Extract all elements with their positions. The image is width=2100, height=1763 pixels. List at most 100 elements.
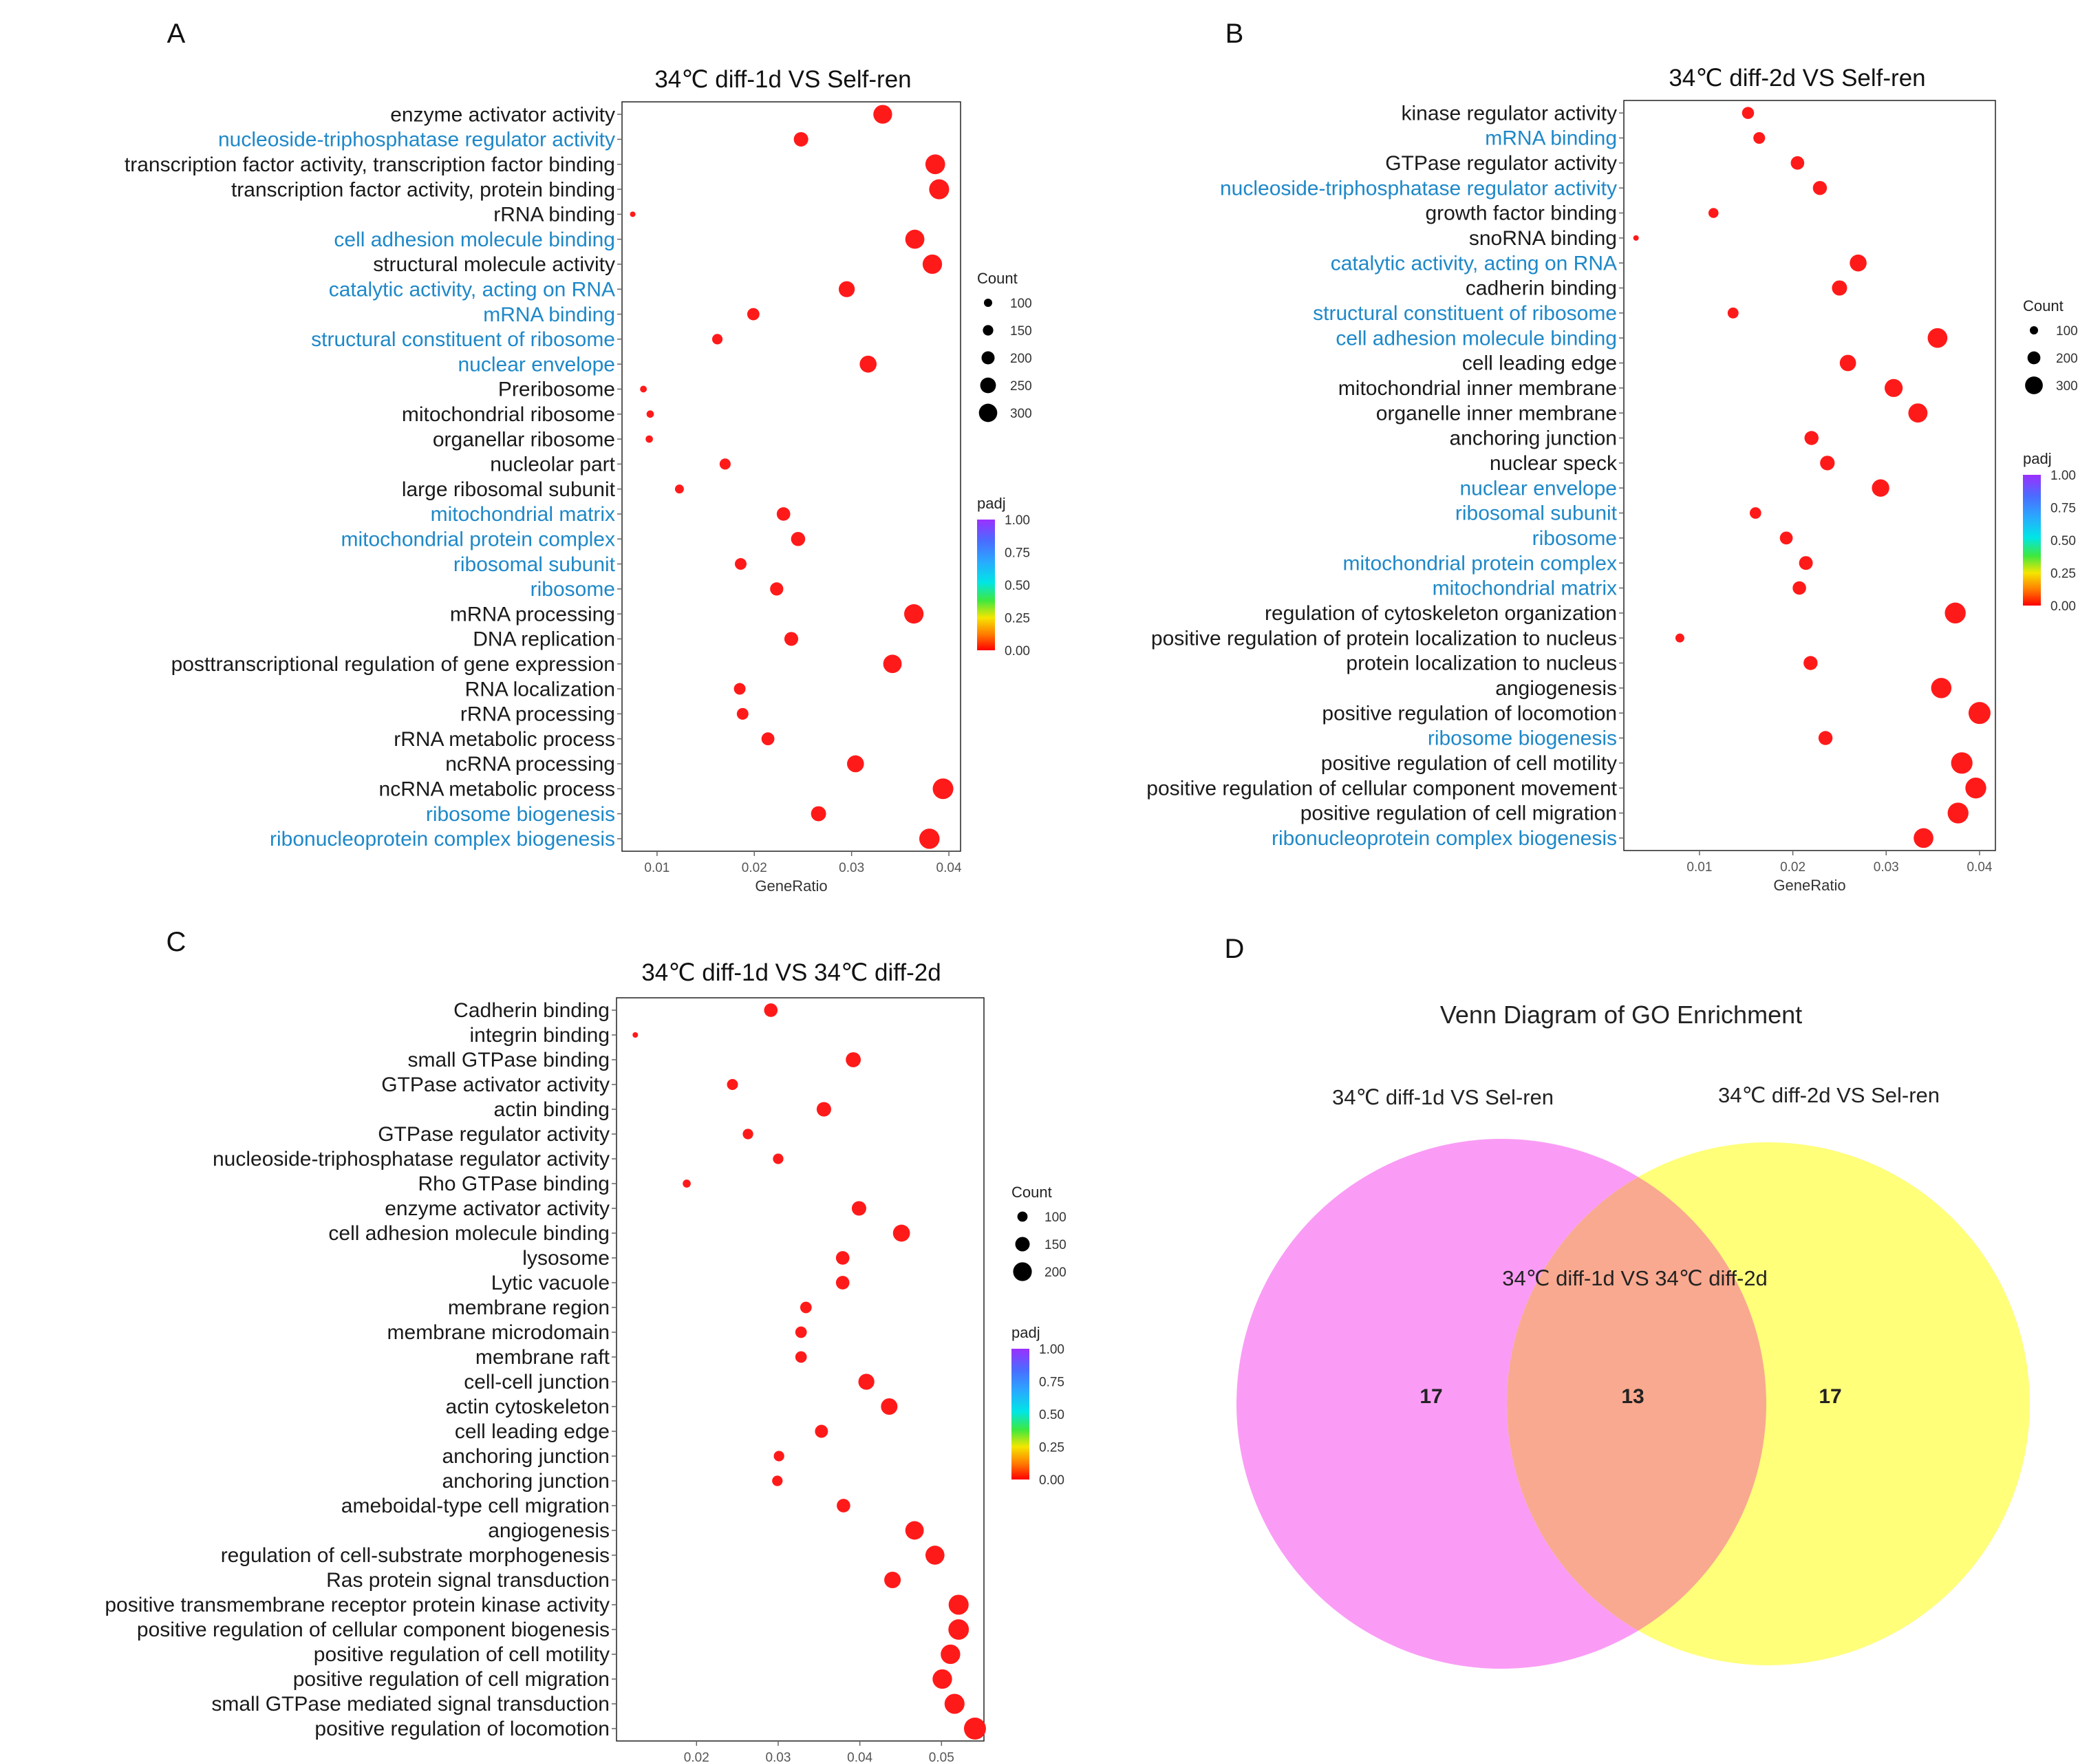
venn-overlap-label: 34℃ diff-1d VS 34℃ diff-2d xyxy=(1502,1266,1768,1290)
term-label: Preribosome xyxy=(498,378,615,401)
term-label: membrane region xyxy=(448,1296,610,1319)
data-point xyxy=(1779,531,1793,545)
term-label: GTPase activator activity xyxy=(381,1073,610,1096)
term-label: Lytic vacuole xyxy=(491,1272,610,1294)
venn-left-set-label: 34℃ diff-1d VS Sel-ren xyxy=(1332,1085,1554,1109)
data-point xyxy=(919,829,940,849)
term-label: positive regulation of cellular componen… xyxy=(1146,777,1617,800)
x-tick-label: 0.03 xyxy=(1874,860,1899,875)
data-point xyxy=(944,1693,965,1714)
data-point xyxy=(1753,131,1766,145)
term-label: structural molecule activity xyxy=(373,253,615,276)
term-label: cell-cell junction xyxy=(464,1371,610,1393)
count-legend-label: 150 xyxy=(1010,324,1032,339)
term-label: large ribosomal subunit xyxy=(402,478,616,501)
data-point xyxy=(1820,456,1835,471)
term-label: protein localization to nucleus xyxy=(1346,652,1617,675)
x-tick-label: 0.03 xyxy=(765,1751,791,1763)
x-tick-label: 0.01 xyxy=(1686,860,1712,875)
data-point xyxy=(1742,107,1755,119)
plot-border xyxy=(616,997,985,1742)
term-label: positive regulation of protein localizat… xyxy=(1151,627,1617,650)
panel-b: B 34℃ diff-2d VS Self-ren kinase regulat… xyxy=(1146,19,2077,894)
panel-a-title: 34℃ diff-1d VS Self-ren xyxy=(654,66,911,93)
term-label: organellar ribosome xyxy=(433,428,615,451)
term-label: mitochondrial protein complex xyxy=(341,528,615,551)
data-point xyxy=(791,531,806,546)
data-point xyxy=(838,281,855,297)
padj-tick-label: 0.50 xyxy=(1005,579,1030,593)
count-legend-dot xyxy=(1013,1262,1032,1281)
data-point xyxy=(1818,731,1833,745)
term-label: rRNA processing xyxy=(460,703,615,726)
data-point xyxy=(932,1669,952,1689)
padj-tick-label: 0.75 xyxy=(1039,1376,1064,1390)
term-label: rRNA metabolic process xyxy=(394,728,615,751)
term-label: enzyme activator activity xyxy=(390,103,615,126)
x-tick-label: 0.05 xyxy=(929,1751,954,1763)
x-tick-label: 0.04 xyxy=(1967,860,1992,875)
padj-tick-label: 0.00 xyxy=(2050,599,2076,614)
data-point xyxy=(948,1619,969,1640)
count-legend-dot xyxy=(2030,326,2038,334)
data-point xyxy=(646,410,654,418)
data-point xyxy=(1803,656,1818,670)
term-label: ribosomal subunit xyxy=(453,553,616,576)
term-label: nucleoside-triphosphatase regulator acti… xyxy=(213,1148,610,1171)
term-label: structural constituent of ribosome xyxy=(1313,302,1617,325)
plot-border xyxy=(621,101,961,852)
data-point xyxy=(773,1153,784,1164)
term-label: positive regulation of cell motility xyxy=(314,1643,610,1666)
data-point xyxy=(793,131,808,147)
term-label: regulation of cytoskeleton organization xyxy=(1265,602,1617,625)
x-tick-label: 0.02 xyxy=(1780,860,1806,875)
term-label: anchoring junction xyxy=(442,1470,610,1493)
plot-border xyxy=(1623,100,1996,851)
data-point xyxy=(904,604,924,624)
data-point xyxy=(1633,235,1639,241)
data-point xyxy=(1931,678,1952,698)
count-legend-label: 250 xyxy=(1010,379,1032,394)
data-point xyxy=(1951,752,1973,774)
data-point xyxy=(1968,702,1991,725)
term-label: nuclear speck xyxy=(1490,452,1618,475)
data-point xyxy=(948,1594,969,1615)
data-point xyxy=(815,1424,828,1438)
padj-legend-title: padj xyxy=(2023,450,2052,467)
data-point xyxy=(764,1003,778,1017)
data-point xyxy=(905,1521,924,1540)
count-legend-label: 300 xyxy=(2056,379,2078,394)
term-label: mitochondrial inner membrane xyxy=(1338,377,1617,400)
panel-c-title: 34℃ diff-1d VS 34℃ diff-2d xyxy=(641,959,941,986)
data-point xyxy=(858,1374,875,1390)
data-point xyxy=(846,1052,861,1067)
term-label: small GTPase mediated signal transductio… xyxy=(211,1693,610,1716)
data-point xyxy=(925,154,945,175)
term-label: posttranscriptional regulation of gene e… xyxy=(171,653,615,676)
term-label: positive regulation of locomotion xyxy=(1322,702,1617,725)
term-label: ribosome biogenesis xyxy=(426,803,615,826)
term-label: positive regulation of cellular componen… xyxy=(137,1618,610,1641)
term-label: Cadherin binding xyxy=(453,999,610,1022)
count-legend-dot xyxy=(981,351,995,365)
data-point xyxy=(1944,602,1966,624)
data-point xyxy=(1839,354,1856,372)
data-point xyxy=(1675,633,1684,643)
data-point xyxy=(795,1351,807,1363)
term-label: lysosome xyxy=(522,1247,610,1270)
data-point xyxy=(922,254,943,275)
term-label: snoRNA binding xyxy=(1469,227,1617,250)
term-label: angiogenesis xyxy=(1495,677,1617,700)
data-point xyxy=(925,1546,945,1565)
data-point xyxy=(733,683,746,695)
term-label: ncRNA processing xyxy=(445,753,615,776)
term-label: RNA localization xyxy=(465,678,615,701)
term-label: mRNA binding xyxy=(483,303,615,326)
count-legend-dot xyxy=(2025,376,2043,394)
data-point xyxy=(1914,828,1933,848)
term-label: nucleoside-triphosphatase regulator acti… xyxy=(218,129,615,151)
count-legend-label: 150 xyxy=(1044,1238,1067,1252)
x-tick-label: 0.04 xyxy=(936,861,962,875)
padj-tick-label: 1.00 xyxy=(1039,1343,1064,1357)
